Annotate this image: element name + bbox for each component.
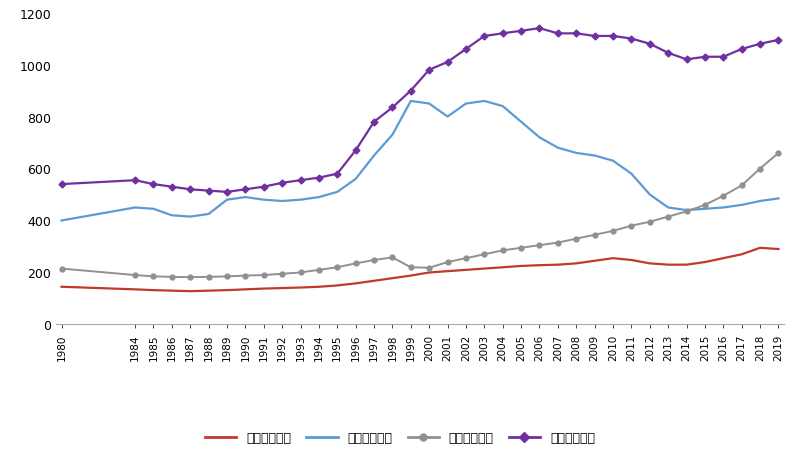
Legend: 农村小学规模, 农村中学规模, 城市小学规模, 城市中学规模: 农村小学规模, 农村中学规模, 城市小学规模, 城市中学规模	[200, 426, 600, 449]
